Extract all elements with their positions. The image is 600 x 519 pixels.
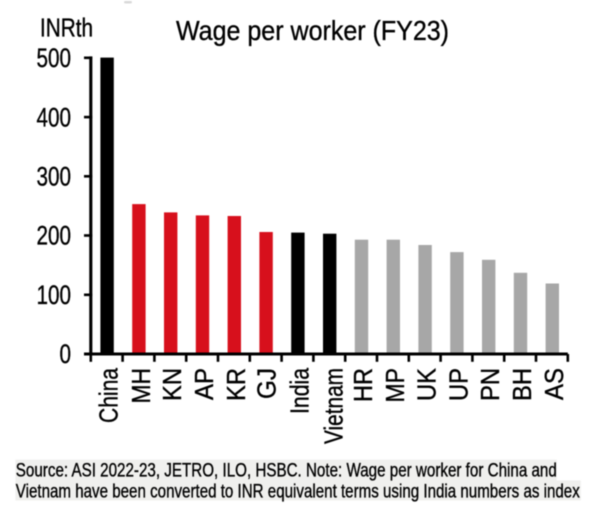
svg-text:UP: UP (443, 368, 473, 401)
svg-text:400: 400 (37, 101, 72, 132)
svg-text:Vietnam: Vietnam (319, 368, 349, 444)
svg-text:BH: BH (507, 368, 537, 401)
svg-text:Vietnam have been converted to: Vietnam have been converted to INR equiv… (16, 482, 580, 503)
svg-text:KR: KR (221, 368, 251, 401)
svg-text:MH: MH (126, 368, 156, 404)
svg-text:0: 0 (60, 338, 72, 369)
svg-text:PN: PN (475, 368, 505, 401)
svg-text:AS: AS (539, 368, 569, 400)
svg-text:China: China (94, 368, 124, 423)
svg-text:AP: AP (189, 368, 219, 400)
svg-text:KN: KN (157, 368, 187, 401)
svg-text:HR: HR (348, 368, 378, 402)
svg-text:India: India (284, 368, 314, 414)
svg-text:200: 200 (37, 220, 72, 251)
svg-text:100: 100 (37, 279, 72, 310)
svg-text:INRth: INRth (40, 13, 93, 43)
svg-text:UK: UK (412, 367, 442, 401)
svg-text:Wage per worker (FY23): Wage per worker (FY23) (176, 15, 449, 46)
svg-text:300: 300 (37, 161, 72, 192)
svg-text:Source: ASI 2022-23, JETRO, IL: Source: ASI 2022-23, JETRO, ILO, HSBC. N… (16, 461, 557, 482)
svg-text:MP: MP (380, 368, 410, 403)
svg-text:GJ: GJ (252, 368, 282, 399)
svg-text:500: 500 (37, 42, 72, 73)
